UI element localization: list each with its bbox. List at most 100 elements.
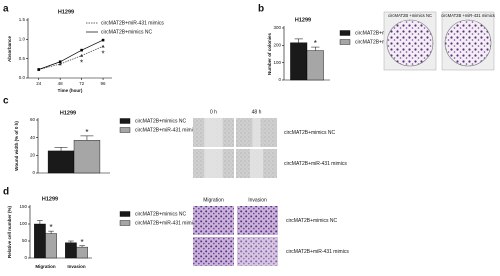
legend-label: circMAT2B+mimics NC <box>135 211 187 217</box>
row-label: circMAT2B+miR-431 mimics <box>286 249 349 255</box>
legend-label: circMAT2B+mimics NC <box>101 29 153 35</box>
x-tick-label: Invasion <box>67 264 86 269</box>
row-label: circMAT2B+mimics NC <box>286 218 338 224</box>
x-tick-label: 72 <box>79 81 85 86</box>
legend-label: circMAT2B+mimics NC <box>135 118 187 124</box>
error-bar <box>294 38 303 43</box>
error-bar <box>311 46 320 51</box>
legend-label: circMAT2B+mimics NC <box>355 30 407 36</box>
point <box>80 48 83 52</box>
y-axis-label: Wound width (% of 0 h) <box>14 121 19 171</box>
point <box>58 62 62 66</box>
panel-letter: c <box>3 96 9 107</box>
significance-mark: * <box>81 238 84 247</box>
y-tick-label: 150 <box>19 204 27 209</box>
series-line <box>38 39 104 70</box>
y-tick-label: 300 <box>273 25 281 30</box>
column-label: Migration <box>203 197 224 203</box>
column-label: 0 h <box>210 109 217 115</box>
photo-plate <box>386 19 434 67</box>
point <box>80 53 84 57</box>
photo-wound <box>252 118 261 147</box>
bar <box>65 242 77 259</box>
photo-wound <box>204 118 223 147</box>
y-tick-label: 60 <box>30 117 36 122</box>
significance-mark: * <box>314 39 317 48</box>
chart-title: H1299 <box>60 110 76 116</box>
error-bar <box>37 220 43 224</box>
photo-wound <box>249 149 264 178</box>
error-bar <box>48 230 54 234</box>
y-tick-label: 1.5 <box>19 17 26 22</box>
error-bar <box>68 240 74 243</box>
significance-mark: * <box>80 59 83 68</box>
y-tick-label: 100 <box>273 60 281 65</box>
bar <box>45 233 57 259</box>
panel-letter: b <box>258 4 264 15</box>
error-bar <box>80 135 94 141</box>
legend-label: circMAT2B+miR-431 mimics <box>135 220 198 226</box>
photo-plate <box>444 19 492 67</box>
y-tick-label: 20 <box>30 153 36 158</box>
error-bar <box>54 147 68 151</box>
x-tick-label: 24 <box>36 81 42 86</box>
column-label: 48 h <box>252 109 262 115</box>
photo <box>193 206 234 235</box>
legend-label: circMAT2B+miR-431 mimics <box>101 20 164 26</box>
y-tick-label: 0.5 <box>19 56 26 61</box>
legend-swatch <box>119 118 131 124</box>
bar <box>306 50 324 81</box>
chart-title: H1299 <box>58 9 74 15</box>
y-tick-label: 0 <box>278 77 281 82</box>
series-line <box>38 45 104 70</box>
row-label: circMAT2B+mimics NC <box>284 130 336 136</box>
photo <box>237 237 278 266</box>
y-tick-label: 200 <box>273 43 281 48</box>
y-tick-label: 0.0 <box>19 75 26 80</box>
panel-letter: a <box>3 4 9 15</box>
photo-label: circMAT2B +miR-431 mimics <box>441 13 495 18</box>
x-tick-label: 48 <box>58 81 64 86</box>
legend-label: circMAT2B+miR-431 mimics <box>135 127 198 133</box>
panel-letter: d <box>3 187 9 198</box>
legend-swatch <box>119 127 131 133</box>
photo-wound <box>204 149 223 178</box>
y-tick-label: 0 <box>24 255 27 260</box>
legend-swatch <box>339 30 351 36</box>
bar <box>47 150 75 174</box>
y-axis-label: Number of colonies <box>267 33 272 76</box>
significance-mark: * <box>85 128 88 137</box>
bar <box>34 223 46 259</box>
x-axis-label: Time (hour) <box>58 88 83 93</box>
y-tick-label: 1.0 <box>19 37 26 42</box>
bar <box>290 42 308 81</box>
y-axis-label: Absorbance <box>7 36 12 63</box>
legend-swatch <box>339 39 351 45</box>
photo <box>237 206 278 235</box>
column-label: Invasion <box>248 197 267 203</box>
photo-label: circMAT2B +mimics NC <box>388 13 432 18</box>
y-tick-label: 40 <box>30 135 36 140</box>
bar <box>76 246 88 259</box>
bar <box>73 140 101 174</box>
y-tick-label: 0 <box>32 170 35 175</box>
y-axis-label: Relative cell number (%) <box>7 205 12 258</box>
x-tick-label: 96 <box>101 81 107 86</box>
point <box>58 60 62 64</box>
chart-title: H1299 <box>295 17 311 23</box>
legend-swatch <box>119 220 131 226</box>
error-bar <box>79 245 85 248</box>
point <box>101 38 105 42</box>
chart-title: H1299 <box>42 196 58 202</box>
y-tick-label: 100 <box>19 221 27 226</box>
point <box>101 44 105 48</box>
significance-mark: * <box>102 49 105 58</box>
x-tick-label: Migration <box>35 264 55 269</box>
significance-mark: * <box>50 223 53 232</box>
legend-swatch <box>119 211 131 217</box>
point <box>37 68 41 71</box>
y-tick-label: 50 <box>22 238 28 243</box>
row-label: circMAT2B+miR-431 mimics <box>284 161 347 167</box>
photo <box>193 237 234 266</box>
